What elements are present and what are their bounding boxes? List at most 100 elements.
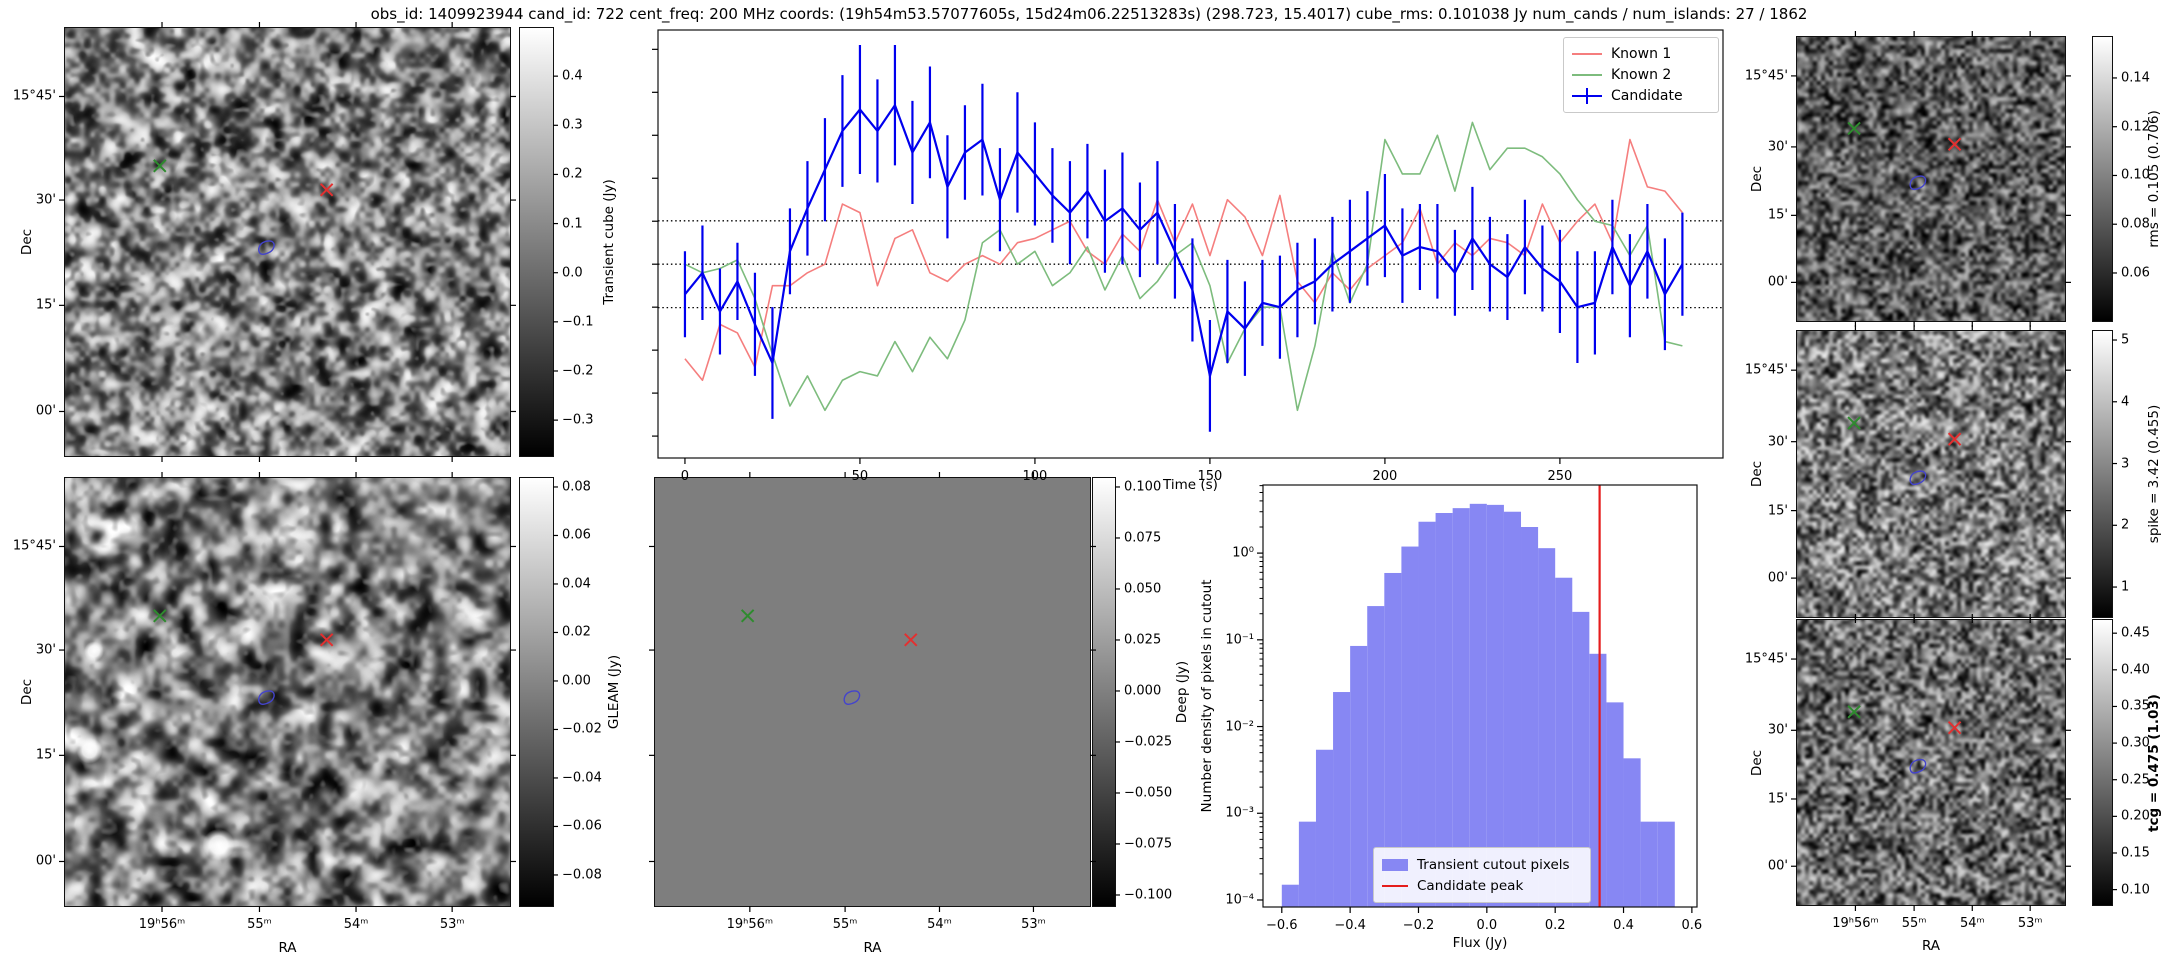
colorbar-tick-label: 0.08	[562, 479, 591, 495]
candidate-contour-marker	[1909, 175, 1927, 191]
legend-item: Candidate peak	[1382, 878, 1580, 894]
colorbar-tick-label: 0.12	[2121, 119, 2150, 135]
dec-axis-label: Dec	[19, 678, 35, 706]
dec-tick-label: 30'	[1767, 722, 1788, 738]
histogram-bar	[1281, 884, 1299, 907]
histogram-patch-sample	[1382, 858, 1408, 871]
histogram-bar	[1298, 821, 1316, 907]
flux-tick-label: −0.2	[1402, 918, 1435, 933]
colorbar-tick-label: 3	[2121, 456, 2130, 472]
dec-tick-label: 15'	[35, 747, 56, 763]
histogram-bar	[1521, 526, 1539, 907]
colorbar-tick-label: 0.100	[1124, 479, 1162, 495]
peak-line-sample	[1382, 884, 1408, 887]
flux-tick-label: −0.4	[1334, 918, 1366, 933]
transient-colorbar	[519, 27, 554, 457]
colorbar-tick-label: −0.1	[562, 314, 594, 330]
ra-tick-label: 54ᵐ	[1959, 916, 1985, 931]
histogram-bar	[1486, 504, 1504, 907]
colorbar-tick-label: 0.40	[2121, 662, 2150, 678]
lightcurve-legend: Known 1 Known 2 Candidate	[1563, 37, 1719, 113]
tcg-image	[1797, 620, 2065, 905]
transient-cube-image-panel	[64, 27, 511, 457]
histogram-bar	[1572, 611, 1590, 907]
histogram-bar	[1333, 692, 1351, 907]
dec-tick-label: 15'	[1767, 791, 1788, 807]
spike-image-panel	[1796, 330, 2066, 618]
flux-tick-label: 0.2	[1544, 918, 1566, 933]
time-tick-label: 250	[1547, 469, 1573, 484]
rms-image	[1797, 37, 2065, 321]
ra-tick-label: 54ᵐ	[343, 917, 369, 932]
spike-colorbar-label: spike = 3.42 (0.455)	[2146, 404, 2162, 544]
colorbar-tick-label: −0.08	[562, 867, 602, 883]
colorbar-tick-label: 0.1	[562, 216, 583, 232]
spike-image	[1797, 331, 2065, 617]
deep-image-panel	[654, 477, 1091, 907]
colorbar-tick-label: −0.06	[562, 818, 602, 834]
known1-marker-x	[153, 159, 167, 173]
series-candidate	[684, 104, 1684, 378]
legend-item: Known 2	[1572, 67, 1708, 83]
legend-label: Known 1	[1611, 46, 1672, 63]
histogram-bar	[1538, 548, 1556, 907]
candidate-contour-marker	[1909, 470, 1927, 486]
ra-tick-label: 53ᵐ	[2017, 916, 2043, 931]
flux-axis-label: Flux (Jy)	[1452, 935, 1508, 951]
histogram-bar	[1469, 503, 1487, 907]
histogram-bar	[1623, 758, 1641, 907]
flux-tick-label: 0.6	[1681, 918, 1703, 933]
legend-label: Candidate	[1611, 87, 1683, 104]
colorbar-tick-label: −0.04	[562, 770, 602, 786]
histogram-bar	[1452, 508, 1470, 907]
deep-image	[655, 478, 1090, 906]
gleam-colorbar	[519, 477, 554, 907]
known2-marker-x	[1947, 721, 1962, 735]
lightcurve-frame	[657, 29, 1724, 459]
flux-tick-label: 0.0	[1476, 918, 1498, 933]
flux-tick-label: 0.4	[1613, 918, 1634, 933]
known2-marker-x	[1947, 137, 1962, 152]
legend-item: Candidate	[1572, 87, 1708, 104]
dec-axis-label: Dec	[1749, 749, 1765, 776]
ra-axis-label: RA	[278, 940, 297, 956]
dec-tick-label: 15°45'	[12, 538, 56, 554]
dec-tick-label: 30'	[1767, 139, 1788, 155]
dec-tick-label: 00'	[1767, 570, 1788, 586]
colorbar-tick-label: 0.10	[2121, 882, 2150, 898]
gleam-image	[65, 478, 510, 906]
dec-tick-label: 00'	[1767, 858, 1788, 874]
histogram-bar	[1640, 821, 1658, 907]
ra-axis-label: RA	[1921, 938, 1941, 954]
histogram-bar	[1606, 702, 1624, 907]
time-tick-label: 0	[680, 469, 690, 484]
time-tick-label: 150	[1197, 469, 1223, 484]
colorbar-tick-label: 0.15	[2121, 845, 2150, 861]
known1-marker-x	[1847, 705, 1861, 719]
dec-axis-label: Dec	[1749, 460, 1765, 488]
colorbar-tick-label: 1	[2121, 579, 2130, 595]
histogram-bar	[1435, 513, 1453, 907]
ra-tick-label: 55ᵐ	[247, 917, 272, 932]
dec-tick-label: 15°45'	[1744, 651, 1788, 667]
candidate-contour-marker	[258, 240, 275, 255]
histogram-y-axis-label: Number density of pixels in cutout	[1199, 579, 1215, 813]
tcg-image-panel	[1796, 619, 2066, 906]
dec-tick-label: 15°45'	[12, 88, 56, 104]
gleam-image-panel	[64, 477, 511, 907]
colorbar-tick-label: 0.00	[562, 673, 591, 689]
candidate-contour-marker	[258, 690, 275, 705]
known2-marker-x	[319, 183, 334, 197]
density-tick-label: 10⁻¹	[1225, 632, 1254, 648]
ra-axis-label: RA	[863, 940, 882, 956]
colorbar-tick-label: −0.3	[562, 412, 594, 428]
candidate-errorbar-sample	[1572, 87, 1602, 104]
ra-tick-label: 55ᵐ	[832, 917, 858, 932]
time-axis-label: Time (s)	[1163, 477, 1218, 493]
colorbar-tick-label: 0.3	[562, 117, 583, 133]
legend-item: Known 1	[1572, 46, 1708, 62]
rms-image-panel	[1796, 36, 2066, 322]
candidate-contour-marker	[1909, 758, 1927, 774]
deep-colorbar	[1092, 477, 1116, 907]
density-tick-label: 10⁻⁴	[1225, 892, 1254, 908]
